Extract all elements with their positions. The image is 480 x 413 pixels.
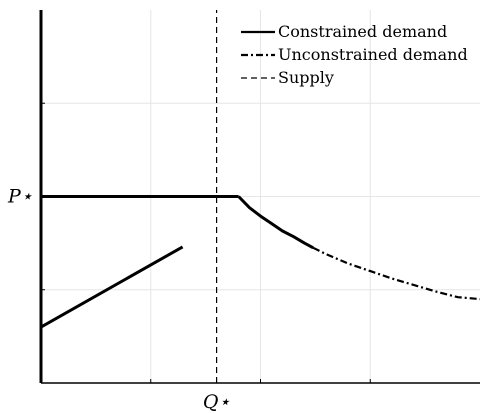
series-unconstrained-demand [312, 246, 480, 301]
series-line [237, 195, 314, 250]
series-line [312, 246, 480, 301]
legend: Constrained demand Unconstrained demand Su… [241, 22, 468, 87]
y-tick-label: P⋆ [7, 186, 33, 208]
legend-label: Unconstrained demand [278, 45, 468, 64]
legend-label: Constrained demand [278, 22, 447, 41]
series-line [40, 245, 184, 329]
tick-labels: P⋆ Q⋆ [7, 186, 230, 413]
x-tick-label: Q⋆ [203, 391, 231, 413]
axes [41, 102, 480, 384]
legend-label: Supply [278, 68, 334, 87]
